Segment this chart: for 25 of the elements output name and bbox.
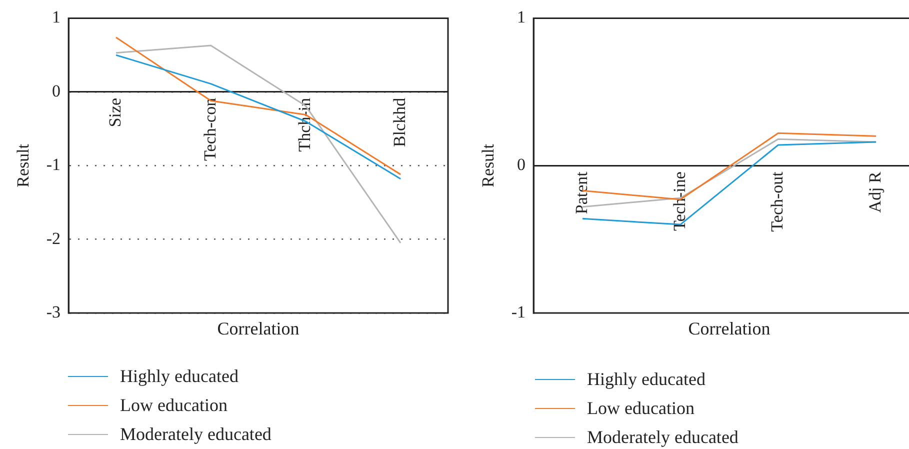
x-axis-title: Correlation (688, 318, 770, 339)
y-tick-label: 0 (517, 155, 526, 174)
y-tick-label: 1 (52, 8, 61, 27)
y-tick-label: 0 (52, 81, 61, 100)
x-tick-label: Blckhd (390, 97, 410, 148)
legend-label: Highly educated (587, 369, 706, 390)
y-tick-label: 1 (517, 8, 526, 27)
legend-label: Highly educated (120, 366, 238, 387)
legend-label: Low education (120, 395, 228, 416)
x-tick-label: Tech-out (768, 171, 787, 232)
legend-label: Moderately educated (587, 427, 738, 448)
y-tick-label: -3 (46, 302, 61, 322)
legend-label: Low education (587, 398, 694, 419)
x-tick-label: Adj R (866, 170, 885, 213)
x-tick-label: Size (105, 98, 124, 128)
x-axis-title: Correlation (217, 318, 300, 339)
x-tick-label: Tech-con (200, 97, 220, 161)
legend-label: Moderately educated (120, 424, 272, 445)
x-tick-label: Patent (572, 171, 591, 214)
y-axis-title: Result (478, 144, 498, 188)
x-tick-label: Tech-ine (670, 172, 689, 231)
y-tick-label: -1 (511, 302, 526, 322)
y-tick-label: -1 (46, 155, 61, 174)
y-tick-label: -2 (46, 228, 61, 248)
y-axis-title: Result (14, 144, 33, 188)
